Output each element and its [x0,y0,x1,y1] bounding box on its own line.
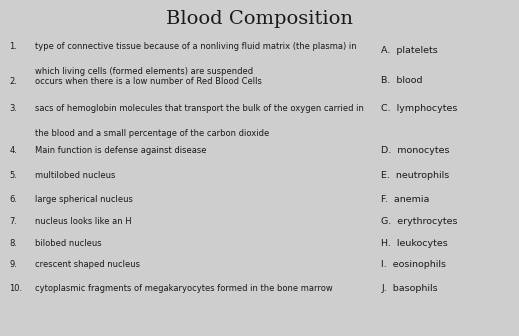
Text: 7.: 7. [9,217,17,226]
Text: D.  monocytes: D. monocytes [381,146,450,155]
Text: 8.: 8. [9,239,17,248]
Text: nucleus looks like an H: nucleus looks like an H [35,217,132,226]
Text: large spherical nucleus: large spherical nucleus [35,195,133,204]
Text: E.  neutrophils: E. neutrophils [381,171,450,180]
Text: 4.: 4. [9,146,17,155]
Text: crescent shaped nucleus: crescent shaped nucleus [35,260,140,269]
Text: C.  lymphocytes: C. lymphocytes [381,104,458,113]
Text: 9.: 9. [9,260,17,269]
Text: 3.: 3. [9,104,17,113]
Text: F.  anemia: F. anemia [381,195,430,204]
Text: 10.: 10. [9,284,22,293]
Text: 1.: 1. [9,42,17,51]
Text: J.  basophils: J. basophils [381,284,438,293]
Text: cytoplasmic fragments of megakaryocytes formed in the bone marrow: cytoplasmic fragments of megakaryocytes … [35,284,333,293]
Text: Main function is defense against disease: Main function is defense against disease [35,146,207,155]
Text: G.  erythrocytes: G. erythrocytes [381,217,458,226]
Text: 6.: 6. [9,195,17,204]
Text: Blood Composition: Blood Composition [166,10,353,28]
Text: occurs when there is a low number of Red Blood Cells: occurs when there is a low number of Red… [35,77,262,86]
Text: bilobed nucleus: bilobed nucleus [35,239,102,248]
Text: 2.: 2. [9,77,17,86]
Text: type of connective tissue because of a nonliving fluid matrix (the plasma) in: type of connective tissue because of a n… [35,42,357,51]
Text: which living cells (formed elements) are suspended: which living cells (formed elements) are… [35,67,253,76]
Text: multilobed nucleus: multilobed nucleus [35,171,116,180]
Text: the blood and a small percentage of the carbon dioxide: the blood and a small percentage of the … [35,129,269,138]
Text: H.  leukocytes: H. leukocytes [381,239,448,248]
Text: sacs of hemoglobin molecules that transport the bulk of the oxygen carried in: sacs of hemoglobin molecules that transp… [35,104,364,113]
Text: B.  blood: B. blood [381,76,423,85]
Text: A.  platelets: A. platelets [381,46,438,55]
Text: 5.: 5. [9,171,17,180]
Text: I.  eosinophils: I. eosinophils [381,260,446,269]
